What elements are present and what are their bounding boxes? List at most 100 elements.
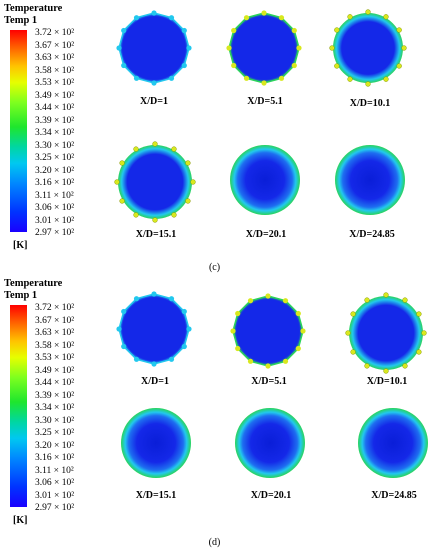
fin-node: [278, 15, 285, 21]
fin-node: [121, 343, 127, 350]
section-contour: [235, 408, 305, 478]
fin-node: [231, 62, 237, 69]
fin-node: [171, 146, 177, 152]
tick-label: 3.72 × 10²: [35, 303, 75, 313]
fin-node: [347, 14, 353, 20]
section-contour: [358, 408, 428, 478]
fin-node: [247, 298, 254, 304]
tick-label: 3.39 × 10²: [35, 115, 75, 126]
section-contour: [335, 145, 405, 215]
section-contour: [121, 408, 191, 478]
tick-label: 3.16 × 10²: [35, 453, 75, 463]
legend-subtitle: Temp 1: [4, 290, 38, 301]
tick-label: 3.06 × 10²: [35, 203, 75, 213]
fin-node: [383, 76, 389, 82]
fin-node: [329, 45, 335, 51]
fin-node: [181, 343, 187, 350]
section-label: X/D=10.1: [366, 376, 408, 387]
fin-node: [190, 179, 196, 185]
tick-label: 3.01 × 10²: [35, 490, 75, 501]
section-contour: [116, 291, 192, 367]
section-contour: [230, 145, 300, 215]
fin-node: [133, 212, 139, 218]
section-label: X/D=1: [140, 96, 168, 107]
fin-node: [282, 358, 289, 364]
color-scale-bar: [10, 30, 27, 232]
tick-label: 3.25 × 10²: [35, 428, 75, 438]
tick-label: 3.34 × 10²: [35, 403, 75, 413]
fin-node: [230, 328, 236, 334]
tick-label: 3.44 × 10²: [35, 378, 75, 388]
fin-node: [402, 297, 408, 303]
contour-fill: [349, 296, 423, 370]
tick-label: 3.11 × 10²: [35, 190, 74, 201]
fin-node: [133, 75, 140, 81]
section-label: X/D=20.1: [250, 490, 292, 501]
contour-fill: [118, 12, 190, 84]
tick-label: 3.11 × 10²: [35, 465, 74, 476]
tick-label: 3.20 × 10²: [35, 165, 75, 176]
tick-label: 3.53 × 10²: [35, 78, 75, 88]
fin-node: [151, 10, 157, 16]
fin-node: [119, 160, 125, 166]
fin-node: [247, 358, 254, 364]
section-label: X/D=20.1: [245, 229, 287, 240]
section-label: X/D=1: [141, 376, 169, 387]
tick-label: 3.06 × 10²: [35, 478, 75, 488]
tick-label: 3.20 × 10²: [35, 440, 75, 451]
contour-fill: [118, 293, 190, 365]
section-label: X/D=24.85: [349, 229, 395, 240]
fin-node: [295, 345, 301, 352]
section-label: X/D=5.1: [251, 376, 287, 387]
fin-node: [396, 63, 402, 69]
section-label: X/D=24.85: [371, 490, 417, 501]
fin-node: [152, 141, 158, 147]
fin-node: [151, 291, 157, 297]
contour-fill: [121, 408, 191, 478]
tick-label: 3.34 × 10²: [35, 128, 75, 138]
fin-node: [421, 330, 427, 336]
fin-node: [235, 345, 241, 352]
tick-label: 2.97 × 10²: [35, 503, 75, 513]
color-scale-ticks: 3.72 × 10² 3.67 × 10² 3.63 × 10² 3.58 × …: [35, 303, 95, 513]
tick-label: 3.30 × 10²: [35, 415, 75, 426]
subfigure-caption: (c): [208, 262, 221, 273]
fin-node: [151, 361, 157, 367]
contour-fill: [235, 408, 305, 478]
color-scale-bar: [10, 305, 27, 507]
contour-fill: [118, 145, 192, 219]
fin-node: [401, 45, 407, 51]
tick-label: 3.30 × 10²: [35, 140, 75, 151]
fin-node: [181, 27, 187, 34]
tick-label: 3.44 × 10²: [35, 103, 75, 113]
fin-node: [265, 293, 271, 299]
tick-label: 3.53 × 10²: [35, 353, 75, 363]
fin-node: [383, 292, 389, 298]
fin-node: [383, 368, 389, 374]
fin-node: [243, 15, 250, 21]
legend-title: Temperature: [4, 278, 63, 289]
fin-node: [261, 10, 267, 16]
fin-node: [265, 363, 271, 369]
legend-title: Temperature: [4, 3, 63, 14]
tick-label: 3.58 × 10²: [35, 65, 75, 76]
contour-fill: [335, 145, 405, 215]
section-contour: [329, 9, 407, 87]
fin-node: [334, 27, 340, 33]
unit-label: [K]: [13, 515, 28, 526]
fin-node: [416, 349, 422, 355]
section-label: X/D=15.1: [135, 490, 177, 501]
fin-node: [152, 217, 158, 223]
fin-node: [168, 15, 175, 21]
tick-label: 3.39 × 10²: [35, 390, 75, 401]
subfigure-caption: (d): [208, 537, 221, 548]
fin-node: [365, 81, 371, 87]
contour-fill: [232, 295, 304, 367]
fin-node: [181, 62, 187, 69]
fin-node: [133, 146, 139, 152]
fin-node: [185, 160, 191, 166]
tick-label: 3.72 × 10²: [35, 28, 75, 38]
fin-node: [171, 212, 177, 218]
fin-node: [231, 27, 237, 34]
fin-node: [365, 9, 371, 15]
